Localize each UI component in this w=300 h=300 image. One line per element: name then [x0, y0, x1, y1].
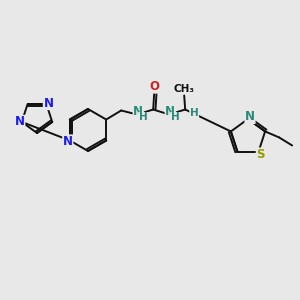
Text: N: N [165, 105, 175, 118]
Text: N: N [133, 105, 143, 118]
Text: N: N [63, 135, 73, 148]
Text: N: N [44, 97, 53, 110]
Text: H: H [139, 112, 148, 122]
Text: O: O [149, 80, 159, 93]
Text: CH₃: CH₃ [174, 83, 195, 94]
Text: H: H [190, 107, 199, 118]
Text: N: N [15, 116, 25, 128]
Text: S: S [256, 148, 265, 161]
Text: H: H [171, 112, 180, 122]
Text: N: N [245, 110, 255, 124]
